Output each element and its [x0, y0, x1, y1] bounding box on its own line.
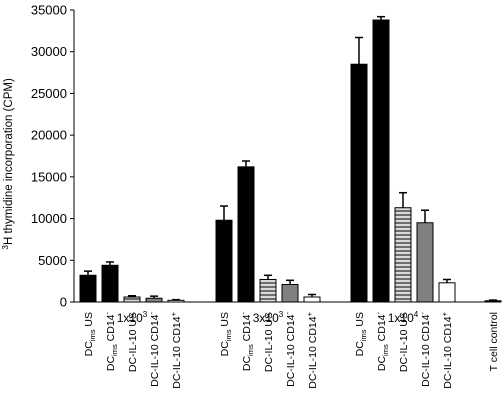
category-label: DCims CD14- — [374, 312, 390, 372]
bar — [372, 19, 390, 303]
category-label: DC-IL-10 CD14- — [418, 312, 432, 387]
y-tick-label: 20000 — [31, 128, 67, 143]
group-label: 1x104 — [388, 310, 419, 325]
category-label: DC-IL-10 CD14+ — [440, 311, 454, 388]
y-tick-label: 0 — [60, 295, 67, 310]
category-label: DCims US — [354, 312, 368, 356]
bar — [350, 63, 368, 303]
bar — [215, 219, 233, 303]
y-tick-label: 5000 — [38, 253, 67, 268]
bar — [167, 299, 185, 303]
bar — [79, 274, 97, 303]
category-label: DC-IL-10 US — [398, 312, 410, 372]
category-label: DC-IL-10 US — [127, 312, 139, 372]
y-tick-label: 15000 — [31, 169, 67, 184]
category-label: DC-IL-10 CD14+ — [169, 311, 183, 388]
category-label: DC-IL-10 CD14- — [147, 312, 161, 387]
bar — [123, 296, 141, 303]
bar — [237, 166, 255, 303]
labels: DCims US DCims CD14- DC-IL-10 US DC-IL-10 C… — [83, 310, 500, 389]
category-label: DC-IL-10 US — [263, 312, 275, 372]
bar — [416, 222, 434, 303]
bar — [303, 296, 321, 303]
bar — [259, 278, 277, 303]
y-tick-label: 30000 — [31, 44, 67, 59]
y-tick-label: 35000 — [31, 3, 67, 18]
category-label: DC-IL-10 CD14- — [283, 312, 297, 387]
bar — [145, 297, 163, 303]
bar-control — [484, 300, 502, 303]
y-tick-label: 25000 — [31, 86, 67, 101]
category-label: DCims US — [83, 312, 97, 356]
bar — [281, 283, 299, 303]
bars — [79, 15, 502, 303]
bar — [101, 264, 119, 303]
bar — [394, 207, 412, 303]
category-label: DCims US — [219, 312, 233, 356]
axes: 0 5000 10000 15000 20000 25000 30000 35000 3H th… — [0, 3, 500, 310]
category-label: DCims CD14- — [239, 312, 255, 372]
group-label: 3x103 — [253, 310, 284, 325]
category-label: DCims CD14- — [103, 312, 119, 372]
category-label-control: T cell control — [488, 312, 500, 371]
y-axis-title: 3H thymidine incorporation (CPM) — [0, 78, 15, 250]
bar — [438, 282, 456, 303]
group-label: 1x103 — [117, 310, 148, 325]
category-label: DC-IL-10 CD14+ — [305, 311, 319, 388]
y-tick-label: 10000 — [31, 211, 67, 226]
